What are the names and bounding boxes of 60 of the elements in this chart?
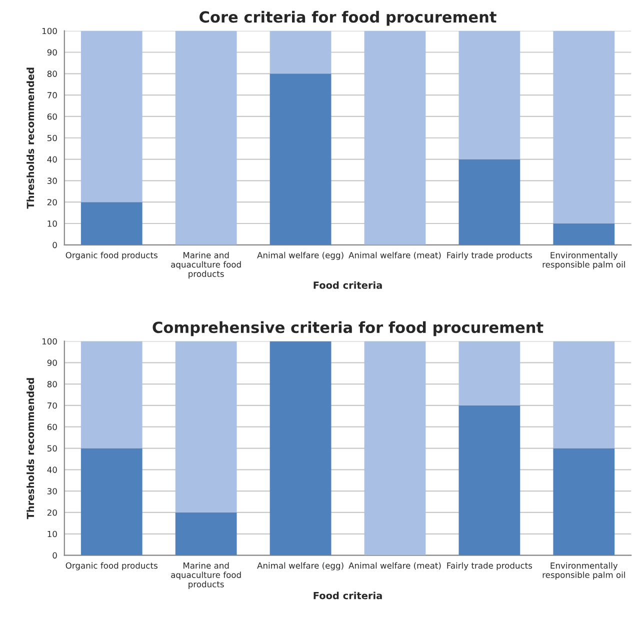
y-axis-title: Thresholds recommended bbox=[26, 68, 34, 209]
bar bbox=[458, 159, 520, 245]
y-tick-label: 70 bbox=[48, 402, 57, 409]
x-tick-label: Marine and aquaculture food products bbox=[171, 252, 241, 279]
x-tick-label: Environmentally responsible palm oil bbox=[542, 252, 625, 270]
bar bbox=[80, 448, 142, 556]
bar bbox=[175, 512, 237, 556]
bar bbox=[80, 30, 142, 202]
y-tick-label: 50 bbox=[47, 134, 57, 142]
x-tick-label: Marine and aquaculture food products bbox=[171, 562, 241, 589]
y-tick-label: 50 bbox=[47, 445, 57, 452]
x-tick-label: Animal welfare (egg) bbox=[257, 252, 344, 260]
bar bbox=[270, 30, 332, 74]
x-tick-label: Organic food products bbox=[66, 562, 158, 570]
y-tick-label: 10 bbox=[48, 530, 57, 538]
y-tick-label: 80 bbox=[47, 70, 57, 77]
y-tick-label: 100 bbox=[42, 338, 57, 345]
y-tick-label: 40 bbox=[47, 156, 57, 163]
y-tick-label: 90 bbox=[47, 49, 57, 56]
y-tick-label: 60 bbox=[47, 113, 57, 120]
x-tick-label: Environmentally responsible palm oil bbox=[542, 562, 625, 580]
y-tick-label: 20 bbox=[47, 199, 57, 206]
bar bbox=[553, 224, 615, 245]
y-tick-label: 80 bbox=[47, 381, 57, 388]
bar bbox=[270, 74, 332, 245]
y-tick-label: 30 bbox=[47, 178, 57, 184]
x-tick-label: Fairly trade products bbox=[447, 562, 532, 570]
bar bbox=[80, 341, 142, 448]
x-tick-label: Animal welfare (meat) bbox=[348, 562, 441, 570]
chart-title: Core criteria for food procurement bbox=[200, 10, 496, 26]
x-axis-title: Food criteria bbox=[314, 592, 382, 600]
bar bbox=[553, 30, 615, 224]
y-tick-label: 90 bbox=[47, 360, 57, 366]
y-tick-label: 40 bbox=[47, 466, 57, 473]
bar bbox=[364, 341, 426, 556]
bar bbox=[458, 30, 520, 160]
x-tick-label: Fairly trade products bbox=[447, 252, 532, 260]
bar bbox=[270, 341, 332, 556]
y-tick-label: 10 bbox=[48, 220, 57, 227]
bar bbox=[175, 30, 237, 245]
y-axis-title: Thresholds recommended bbox=[26, 378, 34, 520]
y-tick-label: 30 bbox=[47, 488, 57, 494]
x-tick-label: Animal welfare (meat) bbox=[348, 252, 441, 260]
bar bbox=[553, 448, 615, 556]
bar bbox=[175, 341, 237, 512]
chart-title: Comprehensive criteria for food procurement bbox=[152, 321, 544, 336]
y-tick-label: 0 bbox=[52, 242, 57, 248]
x-axis-title: Food criteria bbox=[314, 281, 382, 289]
y-tick-label: 0 bbox=[52, 552, 57, 559]
x-tick-label: Organic food products bbox=[66, 252, 158, 260]
bar bbox=[458, 405, 520, 556]
bar bbox=[364, 30, 426, 245]
bar bbox=[80, 202, 142, 245]
bar bbox=[553, 341, 615, 448]
y-tick-label: 100 bbox=[42, 28, 57, 34]
x-tick-label: Animal welfare (egg) bbox=[257, 562, 344, 570]
y-tick-label: 70 bbox=[48, 92, 57, 98]
y-tick-label: 60 bbox=[47, 424, 57, 430]
bar bbox=[458, 341, 520, 406]
y-tick-label: 20 bbox=[47, 509, 57, 516]
